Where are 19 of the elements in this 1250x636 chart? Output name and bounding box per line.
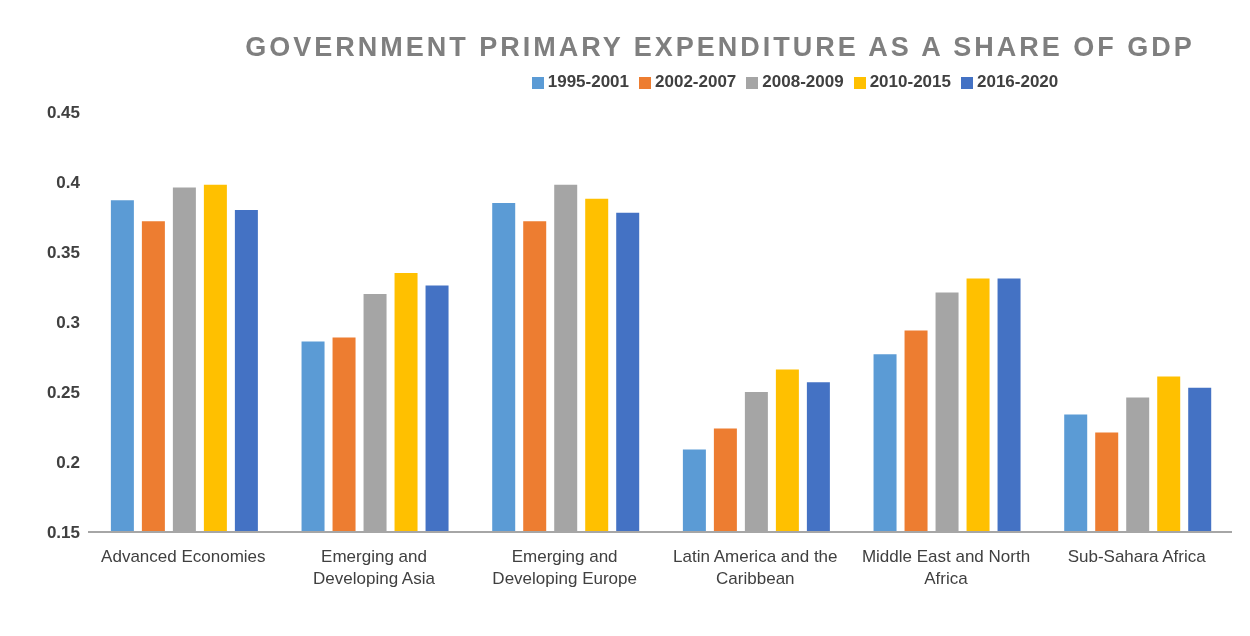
x-tick-label: Middle East and North Africa: [861, 547, 1031, 588]
chart-title: GOVERNMENT PRIMARY EXPENDITURE AS A SHARE OF GDP: [244, 31, 1196, 64]
y-tick-label: 0.25: [46, 383, 80, 403]
y-tick-label: 0.45: [46, 103, 80, 123]
x-tick-label: Emerging and Developing Asia: [313, 547, 436, 588]
x-tick-label: Advanced Economies: [101, 547, 266, 566]
x-tick-label: Emerging and Developing Europe: [492, 547, 637, 588]
x-tick-label: Sub-Sahara Africa: [1067, 547, 1207, 566]
y-tick-label: 0.2: [56, 453, 80, 473]
legend-label: 2002-2007: [655, 72, 737, 91]
y-tick-label: 0.15: [46, 523, 80, 543]
legend-label: 2008-2009: [762, 72, 844, 91]
y-tick-label: 0.3: [56, 313, 80, 333]
legend-label: 1995-2001: [547, 72, 630, 91]
y-tick-label: 0.35: [46, 243, 80, 263]
legend-label: 2016-2020: [976, 72, 1059, 91]
y-tick-label: 0.4: [56, 173, 81, 193]
x-tick-label: Latin America and the Caribbean: [673, 547, 838, 588]
legend-label: 2010-2015: [869, 72, 951, 91]
